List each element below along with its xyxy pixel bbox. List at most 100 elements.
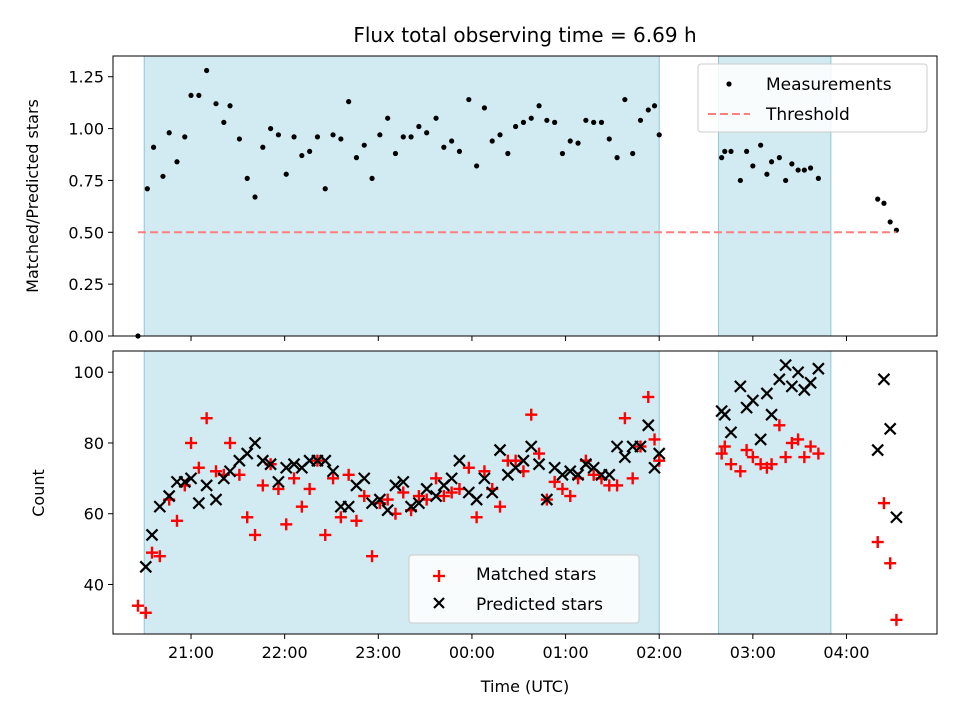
- measurement-point: [196, 92, 202, 99]
- measurement-point: [536, 103, 542, 109]
- matched-star-point: [342, 468, 355, 481]
- matched-star-point: [718, 440, 731, 453]
- matched-star-point: [334, 511, 347, 524]
- matched-star-point: [358, 490, 371, 503]
- measurement-point: [150, 144, 157, 150]
- matched-star-point: [765, 458, 778, 471]
- matched-star-point: [139, 606, 152, 619]
- predicted-star-point: [760, 387, 774, 400]
- measurement-point: [244, 175, 250, 181]
- matched-star-point: [478, 465, 491, 478]
- measurement-point: [567, 138, 573, 144]
- top-panel: 0.00 0.25 0.50 0.75 1.00 1.25 Flux total obse…: [23, 23, 938, 346]
- predicted-star-point: [453, 454, 466, 467]
- measurement-point: [789, 161, 795, 167]
- measurement-point: [481, 105, 488, 111]
- bottom-series: [131, 358, 903, 626]
- matched-star-point: [210, 465, 222, 478]
- bottom-y-tick-label: 80: [84, 434, 104, 453]
- matched-star-point: [725, 458, 737, 471]
- predicted-star-point: [485, 486, 499, 499]
- predicted-star-point: [326, 464, 340, 478]
- predicted-star-point: [192, 496, 206, 510]
- predicted-star-point: [634, 440, 647, 453]
- measurement-point: [744, 148, 750, 155]
- matched-star-point: [280, 518, 293, 531]
- measurement-point: [758, 142, 764, 148]
- measurement-point: [433, 115, 439, 121]
- measurement-point: [776, 155, 782, 161]
- measurement-point: [651, 103, 658, 109]
- measurement-point: [807, 165, 814, 171]
- measurement-point: [314, 134, 321, 140]
- legend-measurements-label: Measurements: [766, 75, 892, 95]
- matched-star-point: [648, 433, 661, 446]
- x-tick-label: 00:00: [449, 643, 495, 662]
- matched-star-point: [350, 514, 363, 527]
- measurement-point: [456, 148, 463, 155]
- matched-star-point: [587, 468, 600, 481]
- measurement-point: [441, 144, 447, 150]
- x-tick-label: 23:00: [355, 643, 401, 662]
- matched-star-point: [804, 440, 817, 453]
- predicted-star-point: [724, 426, 738, 439]
- predicted-star-point: [579, 457, 593, 471]
- top-y-tick-label: 0.50: [68, 223, 104, 242]
- bottom-y-tick-label: 100: [73, 363, 104, 382]
- predicted-star-point: [272, 475, 285, 489]
- matched-star-point: [871, 536, 884, 549]
- measurement-point: [283, 171, 289, 177]
- legend-predicted-marker: [433, 597, 445, 609]
- predicted-star-point: [145, 528, 159, 542]
- matched-star-point: [437, 490, 450, 503]
- predicted-star-point: [890, 510, 903, 524]
- predicted-star-point: [209, 493, 223, 506]
- measurement-point: [299, 152, 305, 159]
- predicted-star-point: [445, 472, 458, 485]
- predicted-star-point: [287, 457, 301, 471]
- measurement-point: [474, 163, 480, 169]
- predicted-star-point: [478, 472, 491, 485]
- measurement-point: [737, 177, 743, 184]
- matched-star-point: [366, 550, 379, 563]
- predicted-star-point: [396, 475, 410, 489]
- measurement-point: [346, 99, 352, 105]
- predicted-star-point: [318, 454, 332, 467]
- predicted-star-point: [571, 468, 585, 482]
- predicted-star-point: [765, 408, 778, 421]
- measurement-point: [166, 130, 172, 136]
- matched-star-point: [740, 444, 753, 457]
- predicted-star-point: [779, 358, 792, 372]
- bottom-legend: Matched stars Predicted stars: [408, 554, 640, 624]
- predicted-star-point: [162, 489, 176, 503]
- matched-star-point: [785, 436, 798, 449]
- legend-matched-label: Matched stars: [476, 565, 596, 585]
- matched-star-point: [249, 528, 262, 541]
- predicted-star-point: [804, 376, 817, 390]
- x-tick-label: 04:00: [823, 643, 869, 662]
- matched-star-point: [779, 451, 792, 464]
- predicted-star-point: [556, 468, 569, 482]
- measurement-point: [801, 167, 807, 173]
- predicted-star-point: [373, 493, 387, 506]
- bottom-y-tick-label: 60: [84, 505, 104, 524]
- chart-title: Flux total observing time = 6.69 h: [353, 23, 696, 47]
- predicted-star-point: [618, 450, 632, 464]
- matched-star-point: [525, 408, 538, 421]
- measurement-point: [795, 167, 801, 173]
- legend-threshold-label: Threshold: [765, 105, 850, 125]
- measurement-point: [369, 175, 375, 181]
- measurement-point: [221, 119, 227, 125]
- predicted-star-point: [883, 422, 897, 436]
- measurement-point: [213, 101, 219, 107]
- matched-star-point: [192, 461, 205, 474]
- measurement-point: [424, 130, 430, 136]
- measurement-point: [513, 123, 519, 130]
- matched-star-point: [509, 454, 522, 467]
- predicted-star-point: [279, 461, 293, 475]
- legend-matched-marker: [433, 570, 445, 582]
- measurement-point: [645, 107, 651, 113]
- measurement-point: [466, 96, 472, 103]
- measurement-point: [881, 200, 887, 206]
- predicted-star-point: [200, 479, 213, 492]
